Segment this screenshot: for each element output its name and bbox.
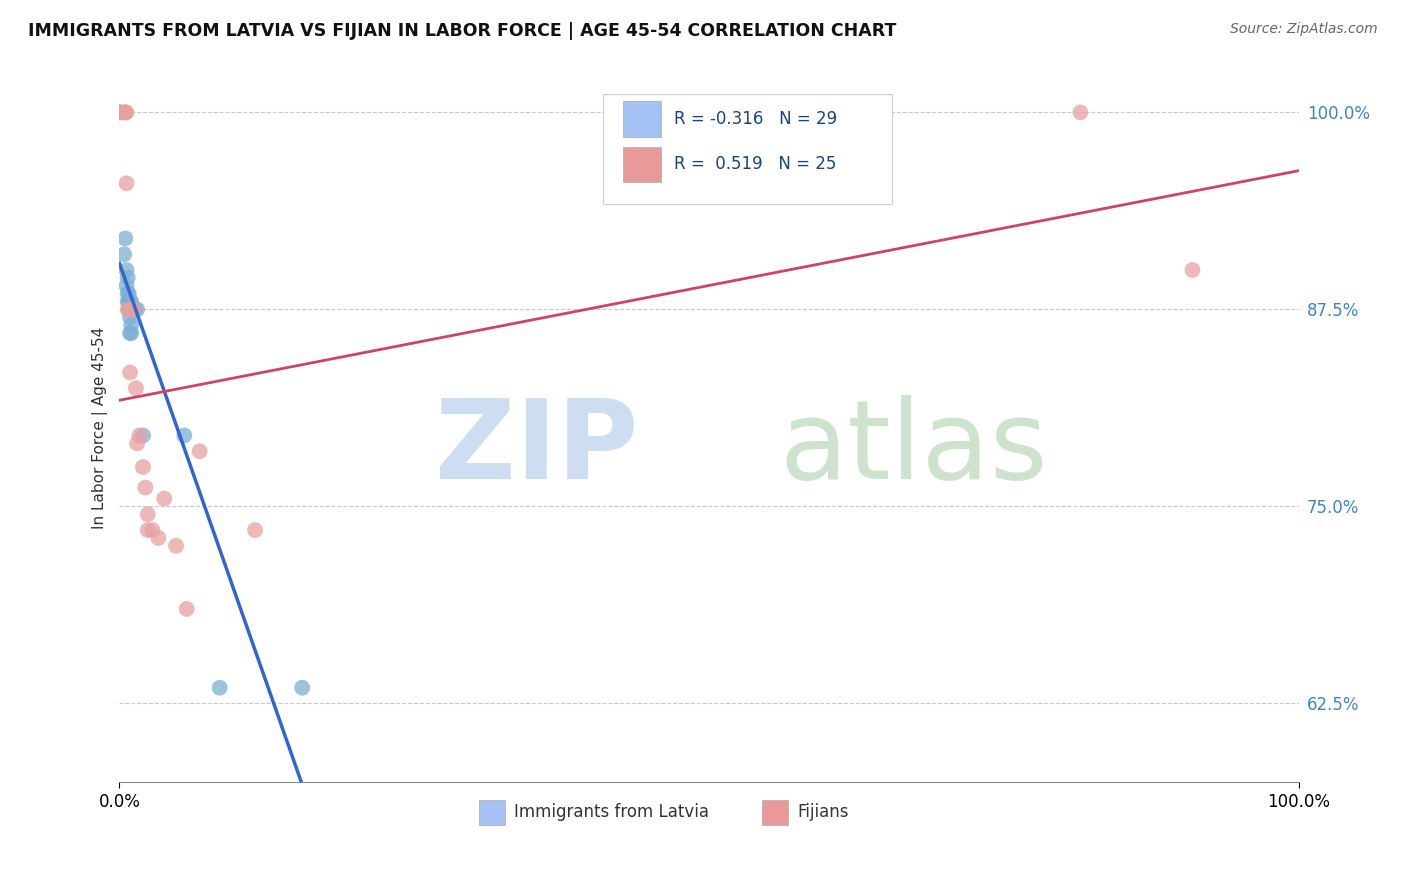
Point — [692, 184, 714, 198]
Text: IMMIGRANTS FROM LATVIA VS FIJIAN IN LABOR FORCE | AGE 45-54 CORRELATION CHART: IMMIGRANTS FROM LATVIA VS FIJIAN IN LABO… — [28, 22, 897, 40]
Point — [114, 105, 136, 120]
Point — [112, 105, 135, 120]
Point — [132, 428, 155, 442]
Point — [120, 294, 142, 309]
Point — [122, 302, 145, 317]
Point — [118, 302, 141, 317]
FancyBboxPatch shape — [623, 146, 661, 182]
Point — [117, 286, 139, 301]
Text: R =  0.519   N = 25: R = 0.519 N = 25 — [673, 155, 837, 173]
Point — [1181, 263, 1204, 277]
Point — [117, 302, 139, 317]
Point — [118, 294, 141, 309]
Point — [173, 428, 195, 442]
Y-axis label: In Labor Force | Age 45-54: In Labor Force | Age 45-54 — [93, 326, 108, 529]
Point — [120, 326, 142, 340]
Point — [118, 366, 141, 380]
Point — [118, 294, 141, 309]
Point — [115, 177, 138, 191]
FancyBboxPatch shape — [479, 800, 505, 825]
Point — [148, 531, 170, 545]
Point — [117, 294, 139, 309]
Point — [108, 105, 131, 120]
Point — [1069, 105, 1091, 120]
Point — [165, 539, 187, 553]
FancyBboxPatch shape — [623, 102, 661, 136]
Point — [188, 444, 211, 458]
Text: R = -0.316   N = 29: R = -0.316 N = 29 — [673, 110, 837, 128]
Text: atlas: atlas — [780, 395, 1049, 502]
Point — [118, 310, 141, 325]
Point — [134, 481, 156, 495]
Text: Fijians: Fijians — [797, 804, 849, 822]
Point — [118, 326, 141, 340]
Point — [115, 263, 138, 277]
Point — [176, 602, 198, 616]
Point — [153, 491, 176, 506]
Point — [114, 231, 136, 245]
FancyBboxPatch shape — [603, 95, 891, 204]
Point — [243, 523, 266, 537]
Point — [291, 681, 314, 695]
Point — [127, 436, 149, 450]
Text: Immigrants from Latvia: Immigrants from Latvia — [515, 804, 710, 822]
Point — [115, 278, 138, 293]
Point — [108, 105, 131, 120]
Text: ZIP: ZIP — [434, 395, 638, 502]
Point — [136, 508, 159, 522]
Point — [118, 302, 141, 317]
Point — [127, 302, 149, 317]
Point — [118, 302, 141, 317]
Point — [124, 302, 146, 317]
Point — [128, 428, 150, 442]
Text: Source: ZipAtlas.com: Source: ZipAtlas.com — [1230, 22, 1378, 37]
Point — [112, 247, 135, 261]
Point — [120, 318, 142, 333]
Point — [117, 271, 139, 285]
Point — [125, 381, 148, 395]
Point — [118, 286, 141, 301]
Point — [121, 302, 143, 317]
Point — [118, 302, 141, 317]
Point — [208, 681, 231, 695]
Point — [141, 523, 163, 537]
Point — [136, 523, 159, 537]
Point — [132, 460, 155, 475]
Point — [115, 105, 138, 120]
FancyBboxPatch shape — [762, 800, 787, 825]
Point — [122, 302, 145, 317]
Point — [120, 302, 142, 317]
